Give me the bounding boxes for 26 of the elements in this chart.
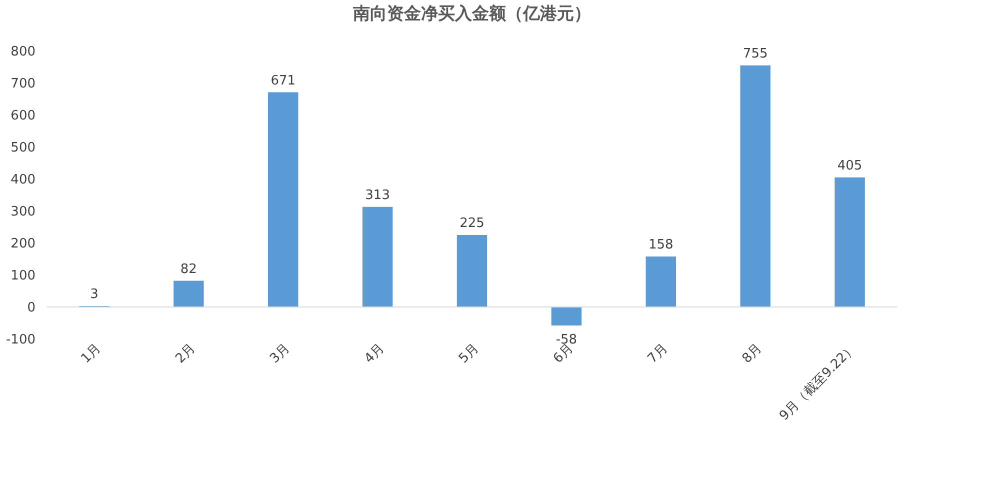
y-tick-label: 600: [10, 108, 36, 124]
y-tick-label: 100: [10, 268, 36, 284]
x-tick-label: 2月: [172, 340, 199, 366]
x-tick-label: 4月: [362, 340, 388, 366]
data-label: 158: [648, 237, 674, 252]
y-tick-label: 300: [10, 204, 36, 220]
chart-title: 南向资金净买入金额（亿港元）: [352, 4, 591, 24]
data-label: 313: [365, 188, 390, 203]
y-tick-label: 400: [10, 172, 36, 188]
x-tick-label: 5月: [456, 340, 482, 366]
data-label: 671: [270, 73, 296, 88]
y-tick-label: 700: [10, 76, 36, 92]
y-tick-label: -100: [6, 332, 36, 348]
y-tick-label: 0: [27, 300, 36, 316]
data-label: 82: [180, 262, 197, 277]
y-tick-label: 200: [10, 236, 36, 252]
data-label: 225: [460, 216, 484, 231]
data-label: 755: [742, 46, 768, 62]
y-tick-label: 500: [10, 140, 36, 156]
data-label: 3: [90, 287, 98, 302]
data-label: 405: [837, 158, 862, 174]
x-tick-label: 8月: [740, 340, 766, 366]
x-tick-label: 3月: [267, 340, 294, 366]
x-tick-label: 7月: [645, 340, 671, 366]
y-tick-label: 800: [10, 44, 36, 60]
x-tick-label: 1月: [78, 340, 104, 366]
